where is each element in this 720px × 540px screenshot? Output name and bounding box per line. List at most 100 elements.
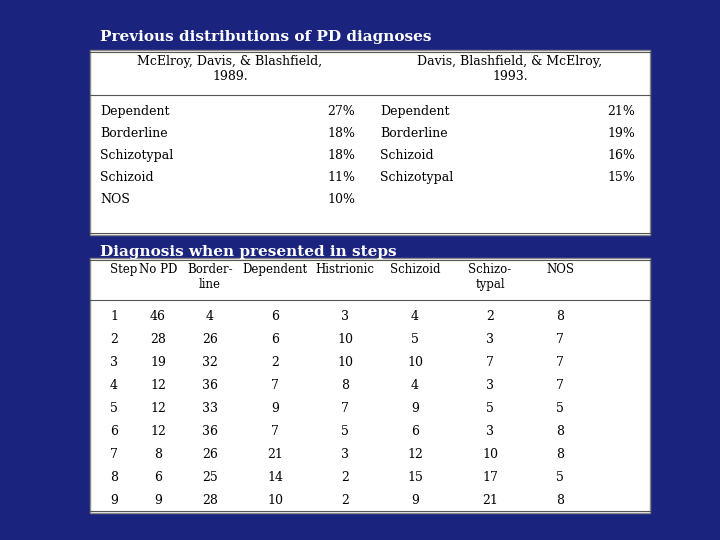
Text: 5: 5 (556, 402, 564, 415)
Text: 10: 10 (337, 333, 353, 346)
Text: 9: 9 (411, 402, 419, 415)
Text: 8: 8 (556, 425, 564, 438)
Text: 12: 12 (150, 425, 166, 438)
Text: 10%: 10% (327, 193, 355, 206)
Text: 36: 36 (202, 425, 218, 438)
Text: 21: 21 (482, 494, 498, 507)
Text: 5: 5 (110, 402, 118, 415)
Text: 5: 5 (341, 425, 349, 438)
Text: 16%: 16% (607, 149, 635, 162)
Text: 7: 7 (486, 356, 494, 369)
Text: 2: 2 (271, 356, 279, 369)
Text: 8: 8 (556, 494, 564, 507)
Text: 6: 6 (411, 425, 419, 438)
Text: Borderline: Borderline (100, 127, 168, 140)
Text: Dependent: Dependent (380, 105, 449, 118)
Text: 8: 8 (154, 448, 162, 461)
Text: 33: 33 (202, 402, 218, 415)
Text: 10: 10 (337, 356, 353, 369)
Text: 7: 7 (556, 356, 564, 369)
Text: 3: 3 (110, 356, 118, 369)
Text: 25: 25 (202, 471, 218, 484)
Text: 12: 12 (150, 402, 166, 415)
Text: 3: 3 (341, 310, 349, 323)
Text: 12: 12 (407, 448, 423, 461)
Text: NOS: NOS (546, 263, 574, 276)
Text: 7: 7 (271, 379, 279, 392)
Text: 10: 10 (407, 356, 423, 369)
Text: 21: 21 (267, 448, 283, 461)
Text: 9: 9 (271, 402, 279, 415)
Text: 7: 7 (110, 448, 118, 461)
Text: 6: 6 (110, 425, 118, 438)
Text: Schizo-
typal: Schizo- typal (469, 263, 512, 291)
Bar (90, 50, 650, 235)
Text: 19: 19 (150, 356, 166, 369)
Text: 5: 5 (411, 333, 419, 346)
Text: 3: 3 (486, 333, 494, 346)
Text: 28: 28 (202, 494, 218, 507)
Text: 15: 15 (407, 471, 423, 484)
Text: 2: 2 (341, 471, 349, 484)
Text: Dependent: Dependent (100, 105, 169, 118)
Text: 4: 4 (206, 310, 214, 323)
Text: 15%: 15% (607, 171, 635, 184)
Text: Step: Step (110, 263, 138, 276)
Text: 9: 9 (411, 494, 419, 507)
Text: 18%: 18% (327, 149, 355, 162)
Text: Schizoid: Schizoid (380, 149, 433, 162)
Text: 4: 4 (411, 310, 419, 323)
Text: Schizoid: Schizoid (100, 171, 153, 184)
Text: 3: 3 (486, 379, 494, 392)
Text: Schizotypal: Schizotypal (380, 171, 454, 184)
Text: 1: 1 (110, 310, 118, 323)
Text: 3: 3 (486, 425, 494, 438)
Text: 7: 7 (556, 333, 564, 346)
Text: 6: 6 (271, 310, 279, 323)
Text: 19%: 19% (607, 127, 635, 140)
Text: 10: 10 (267, 494, 283, 507)
Text: 21%: 21% (607, 105, 635, 118)
Text: 32: 32 (202, 356, 218, 369)
Text: 46: 46 (150, 310, 166, 323)
Text: 7: 7 (341, 402, 349, 415)
Text: 4: 4 (411, 379, 419, 392)
Text: 9: 9 (154, 494, 162, 507)
Text: 8: 8 (341, 379, 349, 392)
Text: 5: 5 (556, 471, 564, 484)
Bar (90, 258, 650, 513)
Text: 3: 3 (341, 448, 349, 461)
Text: 18%: 18% (327, 127, 355, 140)
Text: 27%: 27% (328, 105, 355, 118)
Text: Dependent: Dependent (243, 263, 307, 276)
Text: 4: 4 (110, 379, 118, 392)
Text: Previous distributions of PD diagnoses: Previous distributions of PD diagnoses (100, 30, 431, 44)
Text: 6: 6 (271, 333, 279, 346)
Text: 2: 2 (341, 494, 349, 507)
Text: 8: 8 (556, 448, 564, 461)
Text: 7: 7 (556, 379, 564, 392)
Text: 26: 26 (202, 333, 218, 346)
Text: 8: 8 (110, 471, 118, 484)
Text: Diagnosis when presented in steps: Diagnosis when presented in steps (100, 245, 397, 259)
Text: Border-
line: Border- line (187, 263, 233, 291)
Text: 28: 28 (150, 333, 166, 346)
Text: 9: 9 (110, 494, 118, 507)
Text: 12: 12 (150, 379, 166, 392)
Text: McElroy, Davis, & Blashfield,
1989.: McElroy, Davis, & Blashfield, 1989. (138, 55, 323, 83)
Text: 14: 14 (267, 471, 283, 484)
Text: 36: 36 (202, 379, 218, 392)
Text: Histrionic: Histrionic (315, 263, 374, 276)
Text: 7: 7 (271, 425, 279, 438)
Text: 11%: 11% (327, 171, 355, 184)
Text: 5: 5 (486, 402, 494, 415)
Text: 26: 26 (202, 448, 218, 461)
Text: 10: 10 (482, 448, 498, 461)
Text: Schizoid: Schizoid (390, 263, 440, 276)
Text: NOS: NOS (100, 193, 130, 206)
Text: 6: 6 (154, 471, 162, 484)
Text: 2: 2 (110, 333, 118, 346)
Text: No PD: No PD (139, 263, 177, 276)
Text: 17: 17 (482, 471, 498, 484)
Text: 8: 8 (556, 310, 564, 323)
